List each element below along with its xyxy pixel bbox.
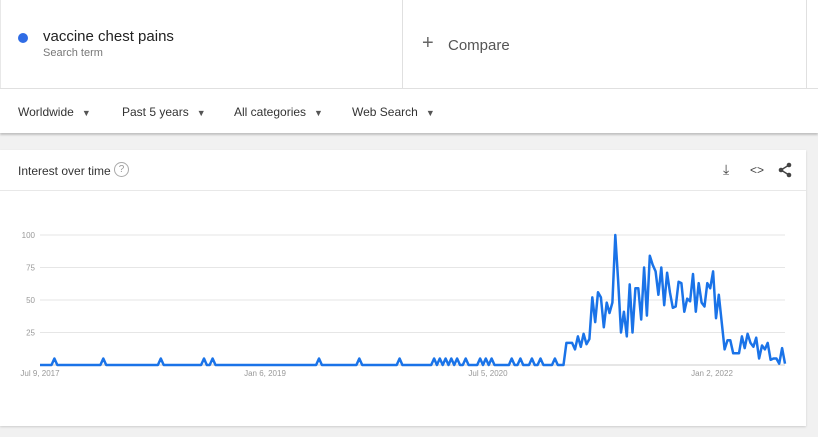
search-type-dropdown[interactable]: Web Search ▼ xyxy=(352,105,435,119)
search-term[interactable]: vaccine chest pains xyxy=(43,28,174,45)
card-title: Interest over time xyxy=(18,164,111,178)
time-range-label: Past 5 years xyxy=(122,105,189,119)
category-label: All categories xyxy=(234,105,307,119)
question-icon[interactable]: ? xyxy=(114,162,129,177)
compare-label: Compare xyxy=(448,37,510,54)
caret-down-icon: ▼ xyxy=(196,108,206,118)
category-dropdown[interactable]: All categories ▼ xyxy=(234,105,323,119)
term-color-dot xyxy=(18,33,28,43)
filter-bar: Worldwide ▼ Past 5 years ▼ All categories ▼… xyxy=(0,89,818,133)
y-tick-label: 25 xyxy=(26,329,35,338)
compare-button[interactable]: + Compare xyxy=(404,0,807,88)
caret-down-icon: ▼ xyxy=(81,108,91,118)
search-term-card[interactable]: vaccine chest pains Search term xyxy=(0,0,403,88)
x-tick-label: Jan 2, 2022 xyxy=(691,369,733,378)
y-tick-label: 50 xyxy=(26,296,35,305)
x-tick-label: Jul 5, 2020 xyxy=(468,369,508,378)
series-line xyxy=(40,233,787,367)
x-tick-label: Jan 6, 2019 xyxy=(244,369,286,378)
divider xyxy=(0,190,806,191)
caret-down-icon: ▼ xyxy=(314,108,323,118)
interest-over-time-card: Interest over time ? ⤓ <> 100 75 50 25 Jul 9… xyxy=(0,150,806,426)
embed-icon[interactable]: <> xyxy=(750,163,765,177)
time-range-dropdown[interactable]: Past 5 years ▼ xyxy=(122,105,206,119)
share-icon[interactable] xyxy=(778,162,792,178)
search-term-sublabel: Search term xyxy=(43,47,103,59)
region-label: Worldwide xyxy=(18,105,74,119)
search-type-label: Web Search xyxy=(352,105,418,119)
y-tick-label: 75 xyxy=(26,264,35,273)
region-dropdown[interactable]: Worldwide ▼ xyxy=(18,105,91,119)
caret-down-icon: ▼ xyxy=(425,108,435,118)
download-icon[interactable]: ⤓ xyxy=(723,161,730,177)
x-tick-label: Jul 9, 2017 xyxy=(20,369,60,378)
line-chart: 100 75 50 25 Jul 9, 2017 Jan 6, 2019 Jul 5, 20… xyxy=(20,231,787,378)
y-tick-label: 100 xyxy=(22,231,36,240)
plus-icon: + xyxy=(422,32,434,54)
search-terms-panel: vaccine chest pains Search term + Compar… xyxy=(0,0,818,89)
